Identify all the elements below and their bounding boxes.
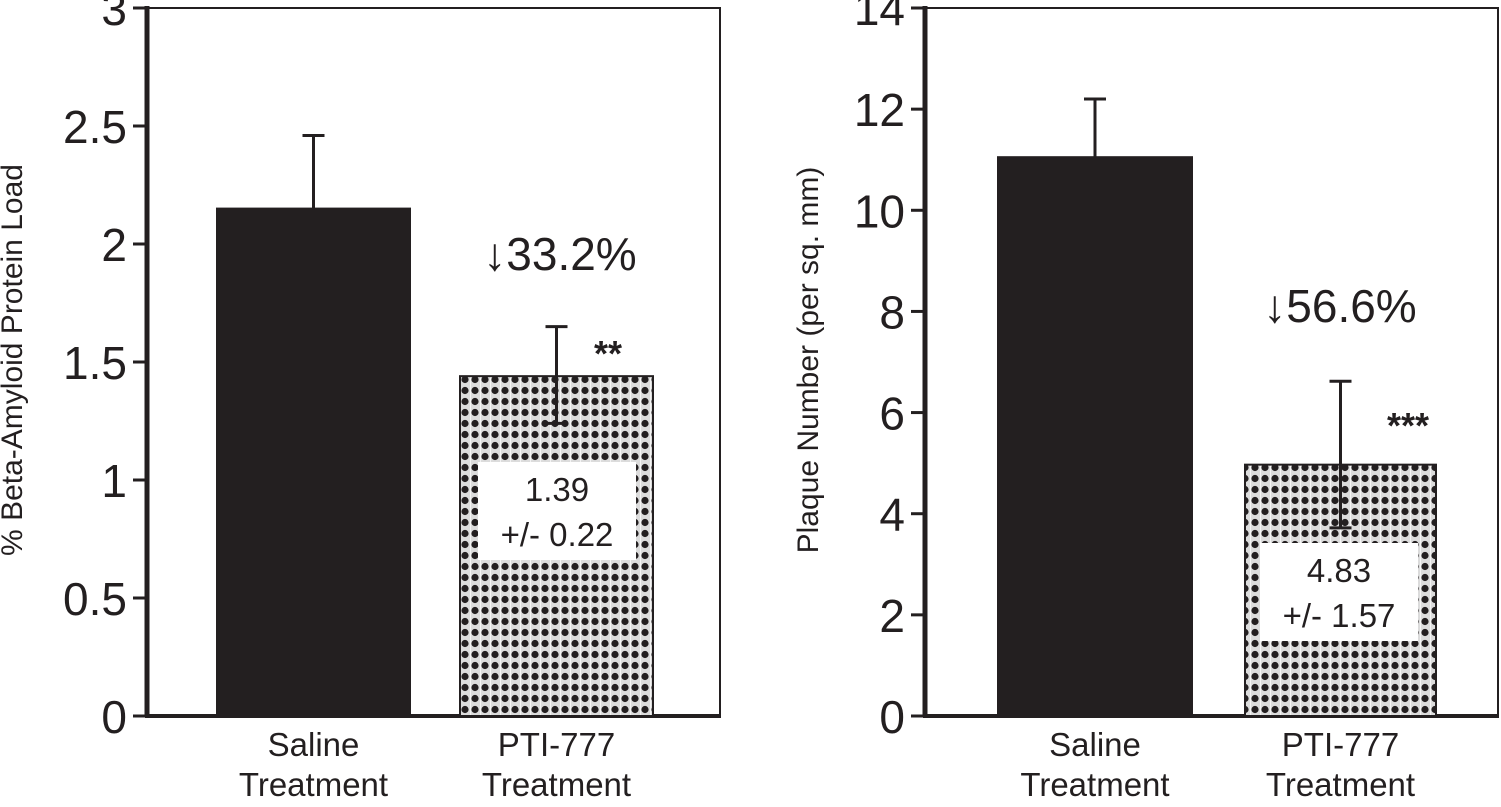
y-axis-label: % Beta-Amyloid Protein Load xyxy=(0,164,29,556)
y-tick-label: 1 xyxy=(101,455,127,507)
significance-stars: *** xyxy=(1387,405,1429,446)
x-category-label: Treatment xyxy=(239,766,388,803)
value-box-mean: 1.39 xyxy=(525,471,589,508)
x-category-label: Treatment xyxy=(482,766,631,803)
y-tick-label: 6 xyxy=(879,388,905,440)
value-box-error: +/- 1.57 xyxy=(1283,597,1396,634)
bar xyxy=(216,207,411,717)
value-box-error: +/- 0.22 xyxy=(501,516,614,553)
y-tick-label: 12 xyxy=(854,84,905,136)
y-tick-label: 2.5 xyxy=(63,101,127,153)
x-category-label: PTI-777 xyxy=(1282,726,1399,763)
y-tick-label: 0.5 xyxy=(63,573,127,625)
y-tick-label: 14 xyxy=(854,0,905,35)
x-category-label: Saline xyxy=(1049,726,1141,763)
y-tick-label: 3 xyxy=(101,0,127,35)
value-box xyxy=(478,462,636,560)
x-category-label: Treatment xyxy=(1266,766,1415,803)
chart-beta-amyloid: 0 0.5 1 1.5 2 2.5 3 % Beta-Amyloid Protein Load… xyxy=(0,0,721,803)
y-tick-label: 10 xyxy=(854,185,905,237)
y-tick-label: 8 xyxy=(879,286,905,338)
reduction-annotation: ↓56.6% xyxy=(1263,280,1416,332)
y-tick-label: 2 xyxy=(101,219,127,271)
y-axis-label: Plaque Number (per sq. mm) xyxy=(792,167,825,554)
y-tick-label: 4 xyxy=(879,489,905,541)
value-box-mean: 4.83 xyxy=(1307,552,1371,589)
chart-plaque-number: 0 2 4 6 8 10 12 14 Plaque Number (per sq. mm) Sal… xyxy=(792,0,1499,803)
x-category-label: Treatment xyxy=(1020,766,1169,803)
significance-stars: ** xyxy=(594,333,622,374)
y-tick-label: 1.5 xyxy=(63,337,127,389)
y-tick-label: 0 xyxy=(879,691,905,743)
bar xyxy=(997,156,1193,717)
reduction-annotation: ↓33.2% xyxy=(483,228,636,280)
x-category-label: Saline xyxy=(268,726,360,763)
y-tick-label: 2 xyxy=(879,590,905,642)
x-category-label: PTI-777 xyxy=(498,726,615,763)
y-tick-label: 0 xyxy=(101,691,127,743)
value-box xyxy=(1260,543,1418,641)
